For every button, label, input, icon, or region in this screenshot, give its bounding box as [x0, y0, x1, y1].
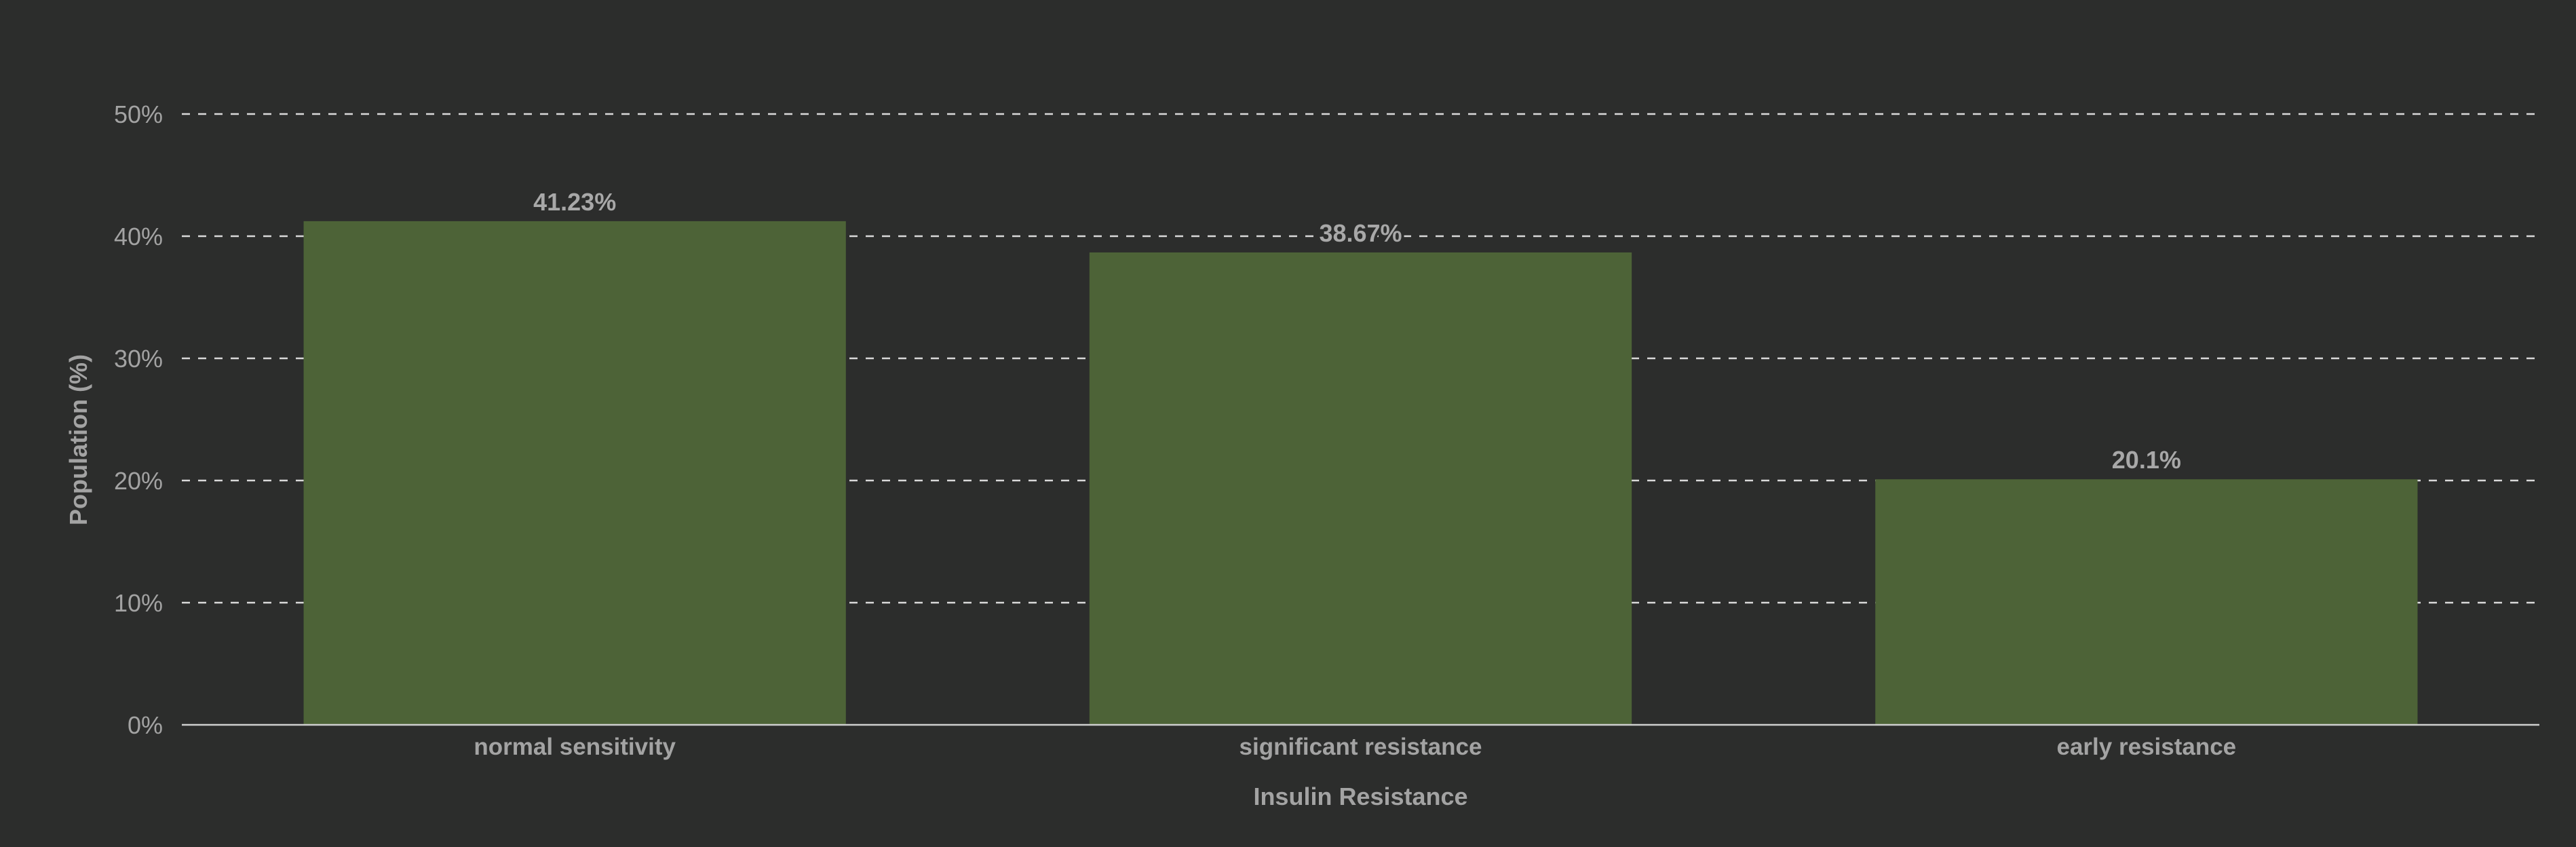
x-tick-label: significant resistance [1239, 734, 1482, 760]
y-axis-title: Population (%) [64, 354, 92, 525]
y-tick-label: 30% [114, 345, 163, 373]
y-tick-label: 10% [114, 589, 163, 617]
bar-value-label: 41.23% [533, 188, 616, 216]
bar [1089, 252, 1632, 725]
x-tick-label: normal sensitivity [474, 734, 676, 760]
bar [1875, 479, 2418, 725]
y-axis-ticks: 0% 10% 20% 30% 40% 50% [114, 100, 163, 739]
data-labels: 41.23% 38.67% 20.1% [531, 185, 2184, 476]
x-axis-title: Insulin Resistance [1253, 783, 1467, 810]
y-tick-label: 0% [128, 711, 163, 739]
x-tick-label: early resistance [2057, 734, 2237, 760]
bar-value-label: 38.67% [1319, 219, 1402, 247]
bar [303, 221, 846, 725]
y-tick-label: 20% [114, 467, 163, 495]
bar-value-label: 20.1% [2112, 446, 2181, 474]
y-tick-label: 40% [114, 223, 163, 250]
x-axis-ticks: normal sensitivity significant resistance… [474, 734, 2236, 760]
bars [303, 221, 2418, 725]
y-tick-label: 50% [114, 100, 163, 128]
